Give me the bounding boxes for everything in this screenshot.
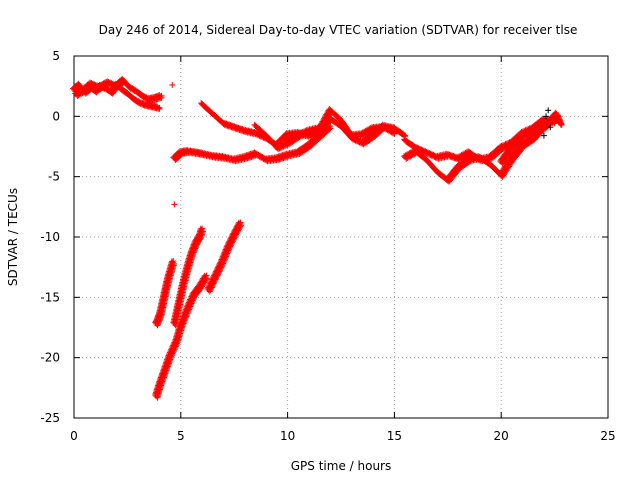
data-point: [171, 201, 178, 208]
data-point: [158, 92, 165, 99]
data-point: [156, 104, 163, 111]
x-tick-label: 10: [280, 429, 295, 443]
y-tick-label: 0: [52, 109, 60, 123]
series-tracks-early-upper: [72, 75, 165, 104]
data-points: [70, 75, 565, 401]
y-tick-label: -25: [40, 411, 60, 425]
y-tick-labels: 5 0 -5 -10 -15 -20 -25: [40, 49, 60, 425]
x-tick-label: 15: [387, 429, 402, 443]
x-tick-label: 20: [494, 429, 509, 443]
x-tick-label: 25: [600, 429, 615, 443]
chart-title: Day 246 of 2014, Sidereal Day-to-day VTE…: [99, 23, 578, 37]
series-track-flat-midday: [170, 122, 334, 165]
grid-lines: [74, 56, 608, 418]
y-tick-label: -5: [48, 170, 60, 184]
y-tick-label: -15: [40, 290, 60, 304]
data-point: [169, 81, 176, 88]
y-tick-label: -20: [40, 351, 60, 365]
x-axis-label: GPS time / hours: [291, 459, 392, 473]
x-tick-labels: 0 5 10 15 20 25: [70, 429, 615, 443]
axis-ticks: [73, 55, 609, 419]
x-tick-label: 0: [70, 429, 78, 443]
y-tick-label: 5: [52, 49, 60, 63]
series-isolated: [169, 81, 178, 208]
x-tick-label: 5: [177, 429, 185, 443]
y-axis-label: SDTVAR / TECUs: [6, 188, 20, 286]
y-tick-label: -10: [40, 230, 60, 244]
